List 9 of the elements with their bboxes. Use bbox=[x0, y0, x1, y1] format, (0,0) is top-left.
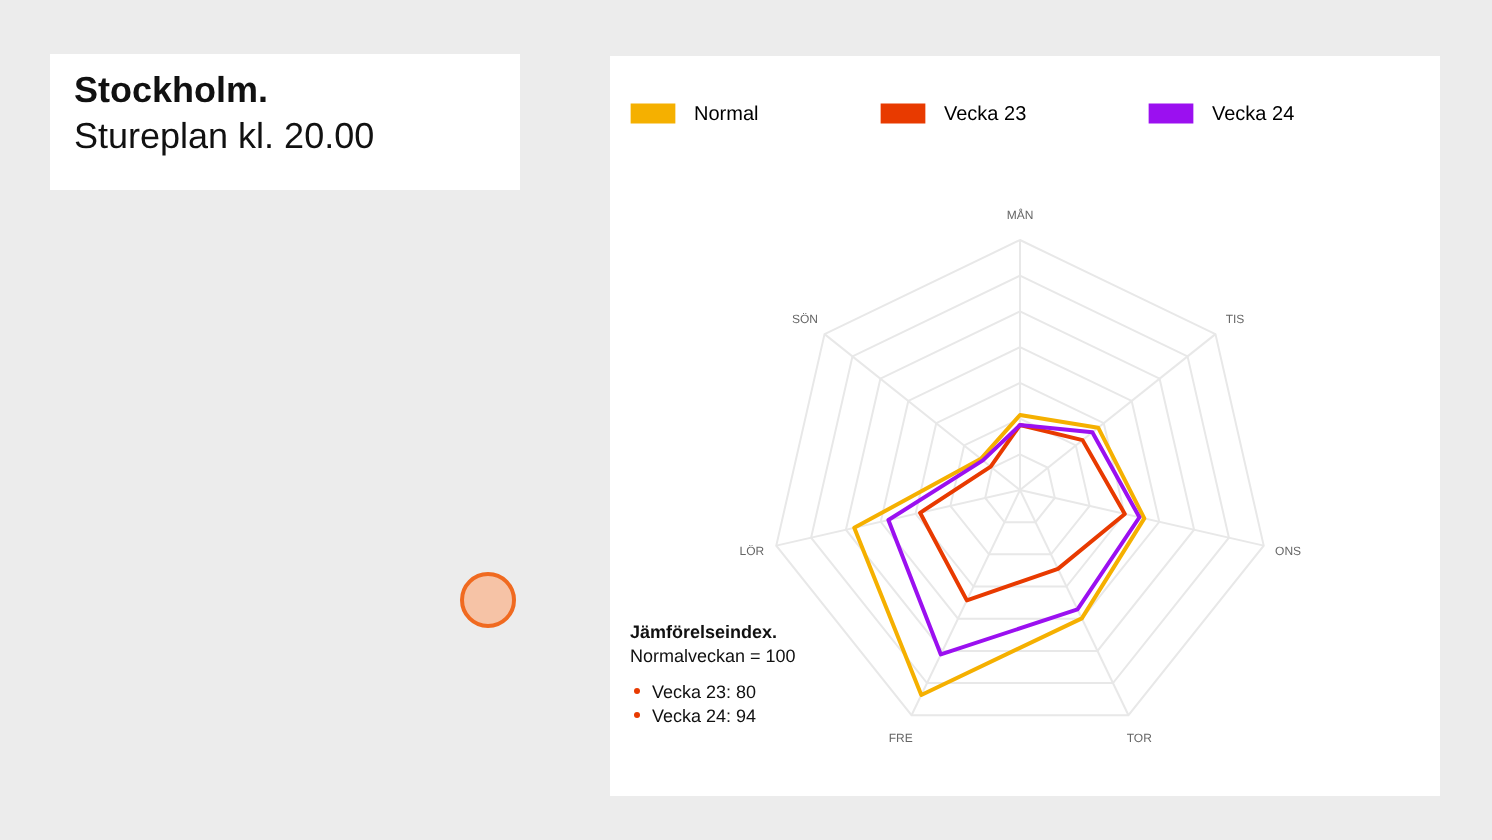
text: Jämförelseindex. bbox=[630, 620, 780, 644]
text: Vecka 24: 94 bbox=[652, 706, 757, 726]
legend-label: Vecka 23 bbox=[944, 103, 1028, 126]
text: Stockholm. bbox=[74, 70, 271, 112]
legend-label: Normal bbox=[694, 103, 759, 126]
legend-label: Vecka 24 bbox=[1212, 103, 1296, 126]
text: Vecka 23: 80 bbox=[652, 682, 757, 702]
text: Normalveckan = 100 bbox=[630, 644, 796, 668]
text: Stureplan kl. 20.00 bbox=[74, 116, 377, 158]
